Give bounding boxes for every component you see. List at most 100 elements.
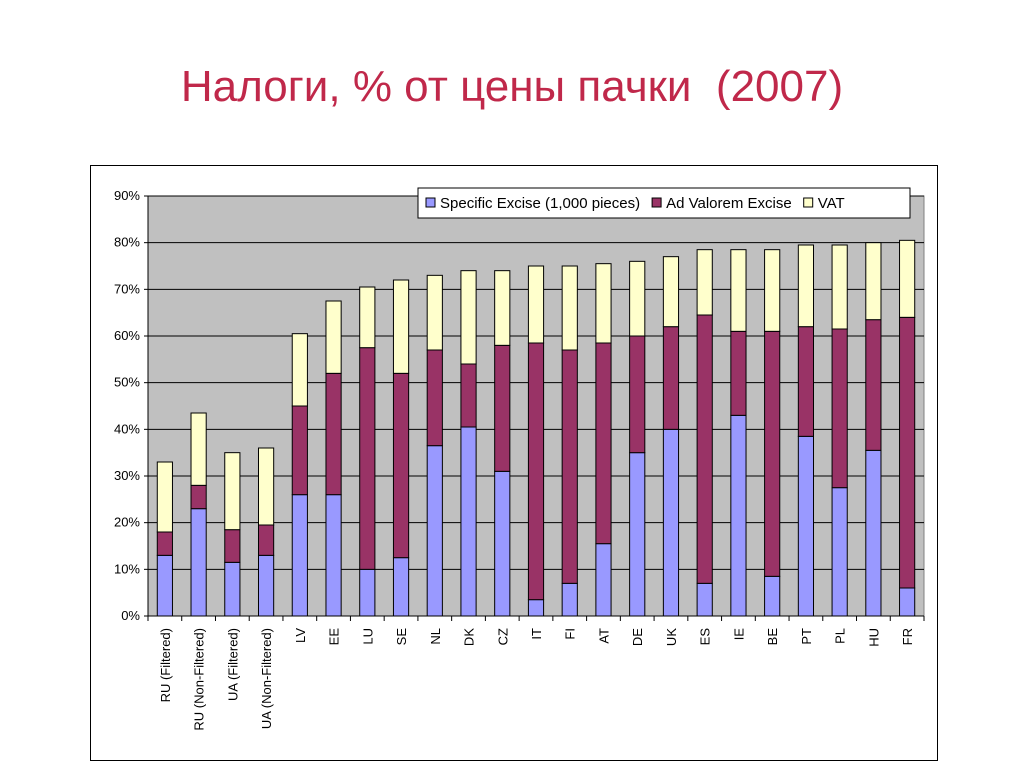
bar-segment-1: [561, 582, 578, 617]
bar-segment-3: [257, 447, 275, 526]
x-tick-label: RU (Non-Filtered): [192, 628, 207, 731]
y-tick-label: 80%: [114, 235, 140, 250]
bar-segment-1: [392, 557, 410, 617]
bar-segment-2: [527, 342, 545, 601]
bar-segment-3: [426, 274, 443, 351]
x-tick-label: ES: [698, 628, 713, 646]
y-tick-label: 70%: [114, 281, 140, 296]
x-tick-label: SE: [394, 628, 409, 646]
x-tick-label: LV: [293, 628, 308, 643]
bar-segment-3: [629, 260, 646, 337]
bar-segment-1: [494, 470, 511, 617]
bar-segment-3: [527, 265, 545, 344]
bar-segment-3: [291, 333, 308, 407]
bar-segment-1: [460, 426, 477, 617]
y-tick-label: 90%: [114, 188, 140, 203]
bar-segment-1: [426, 445, 443, 617]
bar-segment-1: [865, 449, 882, 617]
legend-label: Ad Valorem Excise: [666, 195, 792, 212]
bar-segment-3: [865, 242, 882, 321]
x-tick-label: BE: [765, 628, 780, 646]
bar-segment-3: [764, 249, 781, 332]
y-tick-label: 60%: [114, 328, 140, 343]
bar-segment-3: [392, 279, 410, 374]
x-tick-label: PT: [799, 628, 814, 645]
x-tick-label: RU (Filtered): [158, 628, 173, 702]
bar-segment-2: [224, 529, 241, 563]
bar-segment-2: [730, 330, 747, 416]
bar-segment-2: [257, 524, 275, 556]
bar-segment-1: [156, 554, 173, 617]
bar-segment-3: [561, 265, 578, 351]
x-tick-label: IT: [529, 628, 544, 640]
x-tick-label: DE: [630, 628, 645, 646]
bar-segment-3: [662, 256, 680, 328]
legend-label: VAT: [818, 195, 845, 212]
y-tick-label: 40%: [114, 421, 140, 436]
bar-segment-3: [730, 249, 747, 332]
bar-segment-2: [291, 405, 308, 496]
bar-segment-2: [595, 342, 612, 545]
bar-segment-2: [460, 363, 477, 428]
x-tick-label: CZ: [495, 628, 510, 645]
bar-segment-3: [696, 249, 713, 316]
bar-segment-2: [629, 335, 646, 454]
y-tick-label: 30%: [114, 468, 140, 483]
legend-swatch: [425, 197, 436, 208]
bar-segment-2: [764, 330, 781, 577]
bar-segment-3: [460, 270, 477, 365]
bar-segment-3: [359, 286, 376, 349]
y-tick-label: 20%: [114, 515, 140, 530]
bar-segment-3: [831, 244, 848, 330]
bar-segment-1: [190, 508, 207, 617]
bar-segment-3: [899, 239, 916, 318]
bar-segment-1: [291, 494, 308, 617]
bar-segment-3: [156, 461, 173, 533]
bar-segment-1: [595, 543, 612, 617]
bar-segment-3: [797, 244, 815, 328]
bar-segment-2: [662, 326, 680, 430]
bar-segment-2: [494, 344, 511, 472]
bar-segment-1: [696, 582, 713, 617]
x-tick-label: LU: [360, 628, 375, 645]
bar-segment-1: [662, 428, 680, 617]
bar-segment-1: [831, 487, 848, 617]
bar-segment-2: [831, 328, 848, 489]
bar-segment-3: [224, 452, 241, 531]
x-tick-label: FR: [900, 628, 915, 645]
x-tick-label: AT: [596, 628, 611, 644]
bar-segment-3: [190, 412, 207, 486]
bar-segment-2: [426, 349, 443, 447]
bar-segment-1: [899, 587, 916, 617]
x-tick-label: EE: [327, 628, 342, 646]
bar-segment-2: [325, 372, 342, 496]
legend-swatch: [651, 197, 662, 208]
bar-segment-3: [595, 263, 612, 344]
x-tick-label: UA (Non-Filtered): [259, 628, 274, 729]
x-tick-label: NL: [428, 628, 443, 645]
bar-segment-2: [797, 326, 815, 437]
y-tick-label: 10%: [114, 561, 140, 576]
x-tick-label: UK: [664, 628, 679, 646]
x-tick-label: IE: [731, 628, 746, 641]
bar-segment-1: [257, 554, 275, 617]
bar-segment-2: [392, 372, 410, 559]
bar-segment-2: [899, 316, 916, 589]
bar-segment-1: [224, 561, 241, 617]
bar-segment-1: [764, 575, 781, 617]
y-tick-label: 50%: [114, 375, 140, 390]
stacked-bar-chart: 0% 10% 20% 30% 40% 50% 60% 70% 80% 90% RU (Filtere…: [114, 187, 925, 731]
bar-segment-2: [190, 484, 207, 510]
legend: [417, 187, 911, 219]
bar-segment-2: [156, 531, 173, 556]
bar-segment-2: [359, 347, 376, 570]
chart-frame: 0% 10% 20% 30% 40% 50% 60% 70% 80% 90% RU (Filtere…: [90, 165, 938, 761]
x-tick-label: PL: [833, 628, 848, 644]
bar-segment-1: [797, 435, 815, 617]
bar-segment-3: [325, 300, 342, 374]
bar-segment-1: [527, 599, 545, 617]
bar-segment-1: [629, 452, 646, 617]
bar-segment-3: [494, 270, 511, 346]
page-title: Налоги, % от цены пачки (2007): [180, 62, 844, 111]
bar-segment-1: [730, 414, 747, 617]
